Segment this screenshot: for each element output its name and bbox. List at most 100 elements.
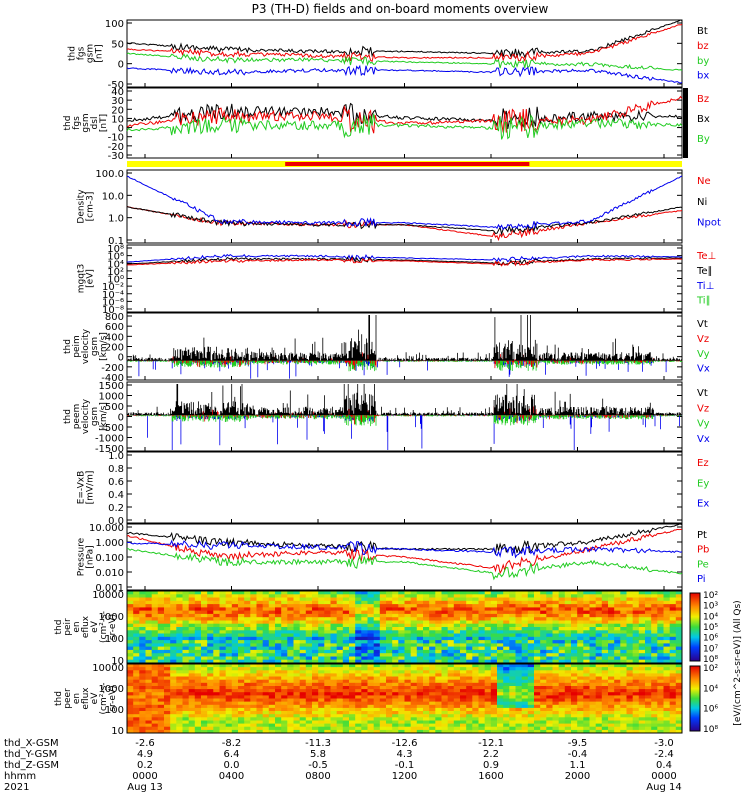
x-row-value: -0.5 (308, 760, 328, 771)
x-row-value: 0.2 (137, 760, 153, 771)
x-row-label: thd_Y-GSM (4, 749, 57, 760)
x-row-value: -9.5 (568, 738, 588, 749)
legend-ex: Ex (697, 499, 709, 510)
y-label-line: (cm²-s- (99, 611, 109, 643)
colorbar-tick-label: 10⁴ (703, 612, 718, 622)
y-tick-label: 10 (111, 114, 124, 125)
y-axis-label: mgqt3 [eV] (77, 264, 96, 293)
y-label-line: peim (72, 335, 82, 358)
y-label-line: eflux (81, 615, 91, 638)
series-vx (126, 415, 683, 450)
y-label-line: thd (68, 46, 78, 61)
panel-frame (126, 169, 683, 244)
x-row-value: 6.4 (224, 749, 240, 760)
x-row-value: 0800 (305, 771, 330, 782)
x-row-value: 1600 (478, 771, 503, 782)
y-tick-label: 10⁰ (107, 275, 124, 286)
panel-efield: 1.0 0.8 0.6 0.4 0.2 0.0 E=-VxB [mV/m] Ez Ey Ex (77, 451, 710, 527)
y-tick-label: 10000 (92, 663, 124, 674)
y-axis-label: thd fgs gsm dsl [nT] (63, 113, 109, 132)
y-label-line: sr-eV) (108, 685, 118, 711)
panel-edge-bar (683, 88, 688, 158)
x-row-value: -0.4 (568, 749, 588, 760)
legend-pt: Pt (697, 530, 707, 541)
colorbar-tick-label: 10³ (703, 602, 718, 612)
legend-ti⊥: Ti⊥ (696, 281, 714, 292)
y-label-line: Pressure (77, 537, 87, 576)
series-bz (126, 23, 683, 63)
x-row-value: 0.4 (656, 760, 672, 771)
spectrogram-frame (126, 590, 683, 664)
colorbar-label: [eV/(cm^2-s-sr-eV)] (All Qs) (733, 600, 743, 725)
series-ni (126, 206, 683, 236)
spectrogram-frame (126, 663, 683, 734)
y-tick-label: 10.0 (102, 191, 124, 202)
legend-ni: Ni (697, 197, 707, 208)
y-axis-label: thd peim velocity gsm [km/s] (63, 328, 109, 364)
legend-bt: Bt (697, 26, 708, 37)
series-bx (126, 64, 683, 84)
spectrogram-ion (127, 591, 683, 664)
y-label-line: [nPa] (86, 545, 96, 568)
x-row-value: 0000 (651, 771, 676, 782)
y-label-line: thd (63, 409, 73, 424)
y-label-line: dsl (90, 117, 100, 130)
legend-bx: bx (697, 71, 709, 82)
y-axis-label: Density [cm-3] (77, 189, 96, 224)
y-tick-label: -1000 (95, 434, 124, 445)
y-label-line: fgs (77, 46, 87, 60)
y-label-line: [cm-3] (86, 192, 96, 222)
series-by (126, 113, 683, 140)
series-by (126, 52, 683, 71)
x-row-label: thd_Z-GSM (4, 760, 59, 771)
y-tick-label: -20 (108, 142, 124, 153)
panel-fgs-gsm: 100 50 0 -50 thd fgs gsm [nT] Bt bz by bx (68, 19, 710, 91)
y-label-line: velocity (81, 398, 91, 434)
y-label-line: [km/s] (99, 332, 109, 361)
y-tick-label: 30 (111, 96, 124, 107)
y-axis-label: thd peer en eflux eV (cm²-s-sr-eV) (54, 682, 118, 714)
y-label-line: fgs (72, 116, 82, 130)
series-teperp (126, 256, 683, 267)
x-row-value: -2.4 (654, 749, 674, 760)
colorbar-tick-label: 10⁴ (703, 684, 718, 694)
colorbar-tick-label: 10⁸ (703, 725, 718, 735)
legend-vz: Vz (697, 334, 709, 345)
colorbar-tick-label: 10² (703, 664, 718, 674)
x-row-value: 1200 (392, 771, 417, 782)
x-row-value: 4.3 (397, 749, 413, 760)
y-tick-label: 0.2 (108, 503, 124, 514)
legend-bz: bz (697, 41, 709, 52)
x-row-value: -0.1 (395, 760, 415, 771)
legend-by: by (697, 56, 709, 67)
y-label-line: gsm (86, 44, 96, 63)
x-row-label: hhmm (4, 771, 36, 782)
y-tick-label: 1.0 (108, 451, 124, 462)
y-tick-label: -10 (108, 133, 124, 144)
legend-ne: Ne (697, 176, 711, 187)
colorbar (689, 665, 701, 732)
y-tick-label: 0 (118, 413, 124, 424)
y-tick-label: 100 (105, 19, 124, 30)
y-tick-label: 10⁻² (102, 282, 124, 293)
y-tick-label: 800 (105, 312, 124, 323)
legend-by: By (697, 134, 710, 145)
colorbar-tick-label: 10² (703, 591, 718, 601)
y-label-line: [eV] (86, 269, 96, 288)
x-row-label: 2021 (4, 782, 29, 793)
y-label-line: thd (54, 620, 64, 635)
y-label-line: velocity (81, 328, 91, 364)
y-tick-label: 10⁻⁴ (102, 290, 124, 301)
y-tick-label: -200 (101, 363, 124, 374)
legend-vt: Vt (697, 319, 708, 330)
y-tick-label: 50 (111, 39, 124, 50)
x-row-value: Aug 13 (127, 782, 162, 793)
y-tick-label: 20 (111, 105, 124, 116)
y-tick-label: 0.010 (95, 568, 124, 579)
x-row-value: -3.0 (654, 738, 674, 749)
colorbar-tick-label: 10⁵ (703, 623, 718, 633)
